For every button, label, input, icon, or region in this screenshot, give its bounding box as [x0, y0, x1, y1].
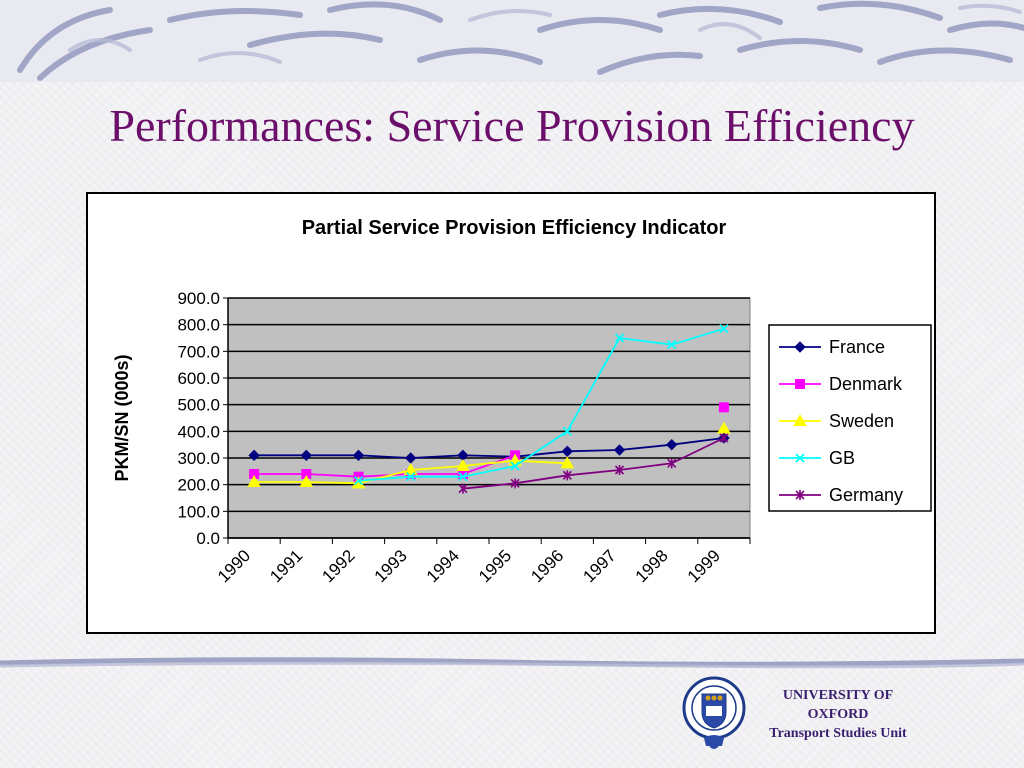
data-point-germany	[510, 478, 520, 489]
x-tick-label: 1996	[527, 546, 567, 586]
data-point-gb	[406, 472, 416, 482]
y-tick-label: 100.0	[177, 502, 220, 521]
plot-area	[227, 297, 751, 539]
data-point-germany	[719, 433, 729, 443]
data-point-sweden	[247, 474, 261, 487]
x-tick-label: 1992	[318, 546, 358, 586]
university-caption: UNIVERSITY OF OXFORD Transport Studies U…	[752, 686, 924, 743]
x-tick-label: 1997	[579, 546, 619, 586]
y-tick-label: 900.0	[177, 289, 220, 308]
decorative-header-band	[0, 0, 1024, 82]
data-point-france	[352, 449, 365, 462]
data-point-gb	[458, 472, 468, 482]
y-axis-label: PKM/SN (000s)	[112, 354, 132, 481]
university-line-1: UNIVERSITY OF	[782, 688, 894, 703]
x-tick-label: 1995	[475, 546, 515, 586]
legend-marker-sweden	[793, 413, 807, 426]
y-tick-label: 800.0	[177, 316, 220, 335]
data-point-germany	[667, 458, 677, 469]
y-tick-label: 0.0	[196, 529, 220, 548]
slide-title: Performances: Service Provision Efficien…	[109, 100, 915, 151]
data-point-germany	[614, 465, 625, 475]
data-point-germany	[458, 483, 468, 494]
series-line-france	[254, 437, 725, 459]
y-tick-label: 200.0	[177, 476, 220, 495]
decorative-swirl-pattern	[17, 0, 1024, 81]
data-point-germany	[562, 470, 572, 481]
x-tick-label: 1990	[214, 546, 254, 586]
legend-marker-gb	[795, 453, 805, 463]
series-line-gb	[358, 327, 725, 482]
legend-label-sweden: Sweden	[829, 411, 894, 431]
data-point-gb	[667, 340, 677, 350]
x-tick-label: 1991	[266, 546, 306, 586]
university-line-3: Transport Studies Unit	[769, 726, 907, 741]
y-tick-label: 700.0	[177, 342, 220, 361]
university-line-2: OXFORD	[807, 707, 869, 722]
y-tick-label: 400.0	[177, 422, 220, 441]
legend-marker-france	[794, 341, 806, 353]
data-point-france	[665, 438, 678, 451]
legend-label-germany: Germany	[829, 485, 903, 505]
data-point-sweden	[403, 462, 418, 475]
chart-container: Partial Service Provision Efficiency Ind…	[86, 192, 936, 634]
data-point-gb	[719, 324, 729, 334]
legend-label-france: France	[829, 337, 885, 357]
y-tick-label: 300.0	[177, 449, 220, 468]
x-tick-label: 1994	[423, 546, 463, 586]
legend-label-gb: GB	[829, 448, 855, 468]
legend	[768, 324, 932, 512]
data-point-france	[613, 444, 626, 456]
legend-marker-denmark	[795, 379, 805, 389]
series-line-germany	[462, 437, 725, 490]
decorative-footer-line	[0, 657, 1024, 669]
data-point-gb	[614, 333, 625, 343]
data-point-france	[248, 449, 260, 462]
university-seal-logo	[682, 674, 746, 754]
data-point-gb	[562, 426, 572, 436]
y-tick-label: 500.0	[177, 396, 220, 415]
data-point-gb	[353, 476, 364, 486]
data-point-sweden	[560, 456, 575, 469]
data-point-denmark	[718, 402, 729, 413]
data-point-sweden	[299, 474, 314, 487]
line-chart: Partial Service Provision Efficiency Ind…	[112, 217, 932, 586]
data-point-gb	[510, 461, 520, 471]
x-tick-label: 1993	[371, 546, 411, 586]
x-tick-label: 1998	[632, 546, 672, 586]
y-tick-label: 600.0	[177, 369, 220, 388]
legend-label-denmark: Denmark	[829, 374, 903, 394]
chart-title: Partial Service Provision Efficiency Ind…	[302, 217, 727, 239]
legend-marker-germany	[795, 490, 805, 500]
x-tick-label: 1999	[684, 546, 724, 586]
data-point-france	[300, 449, 313, 462]
data-point-sweden	[456, 458, 470, 471]
